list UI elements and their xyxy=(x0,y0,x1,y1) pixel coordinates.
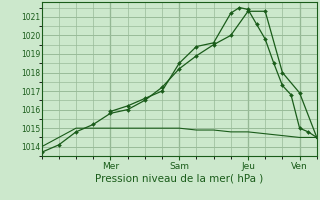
X-axis label: Pression niveau de la mer( hPa ): Pression niveau de la mer( hPa ) xyxy=(95,173,263,183)
